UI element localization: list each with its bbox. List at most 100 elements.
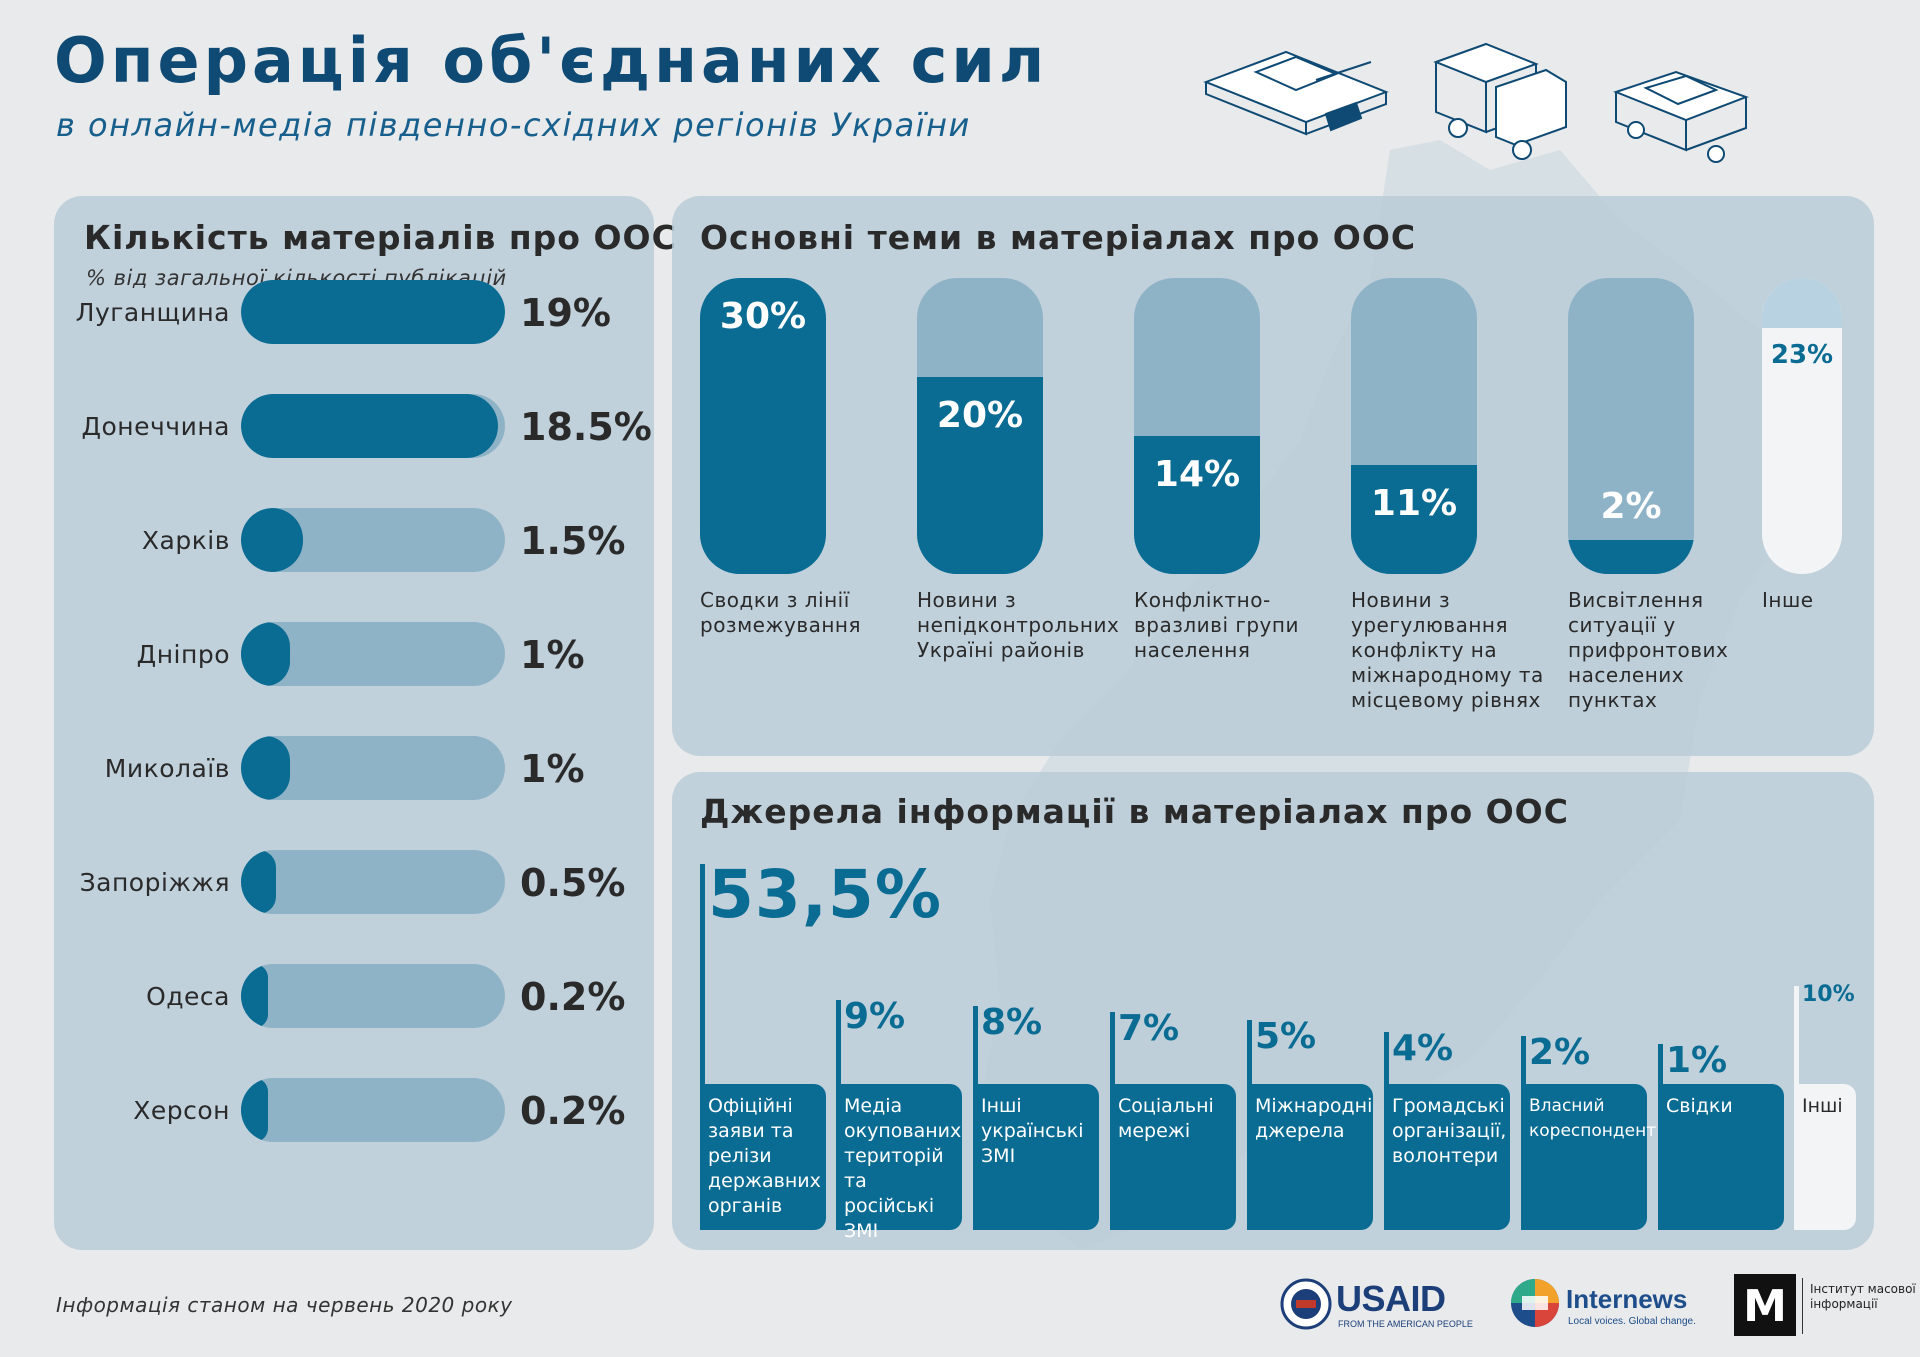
sources-panel: Джерела інформації в матеріалах про ООС … — [672, 772, 1874, 1250]
topics-panel: Основні теми в матеріалах про ООС 30% Сво… — [672, 196, 1874, 756]
region-row: Донеччина 18.5% — [54, 393, 654, 459]
region-name: Луганщина — [75, 298, 230, 327]
usaid-wordmark: USAID — [1336, 1278, 1446, 1319]
topic-bar-track: 30% — [700, 278, 826, 574]
imi-logo: М Інститут масової інформації — [1734, 1274, 1916, 1338]
region-bar — [241, 280, 505, 344]
region-bar — [241, 736, 290, 800]
region-name: Миколаїв — [104, 754, 230, 783]
topic-bar — [1351, 465, 1477, 574]
region-value: 0.2% — [520, 1089, 626, 1133]
source-bar-line — [1658, 1044, 1663, 1084]
source-value: 53,5% — [708, 856, 942, 933]
region-bar — [241, 394, 498, 458]
topic-bar — [700, 278, 826, 574]
source-value: 4% — [1392, 1028, 1454, 1069]
tank-icon — [1203, 50, 1389, 136]
region-name: Харків — [141, 526, 230, 555]
topic-bar-track: 14% — [1134, 278, 1260, 574]
region-row: Луганщина 19% — [54, 279, 654, 345]
region-value: 19% — [520, 291, 611, 335]
region-bar — [241, 850, 276, 914]
topic-bar — [917, 376, 1043, 574]
region-bar — [241, 508, 303, 572]
topic-label: Сводки з лінії розмежування — [700, 588, 862, 637]
source-label: Міжнародні джерела — [1247, 1084, 1373, 1230]
topic-value: 2% — [1600, 486, 1662, 527]
region-name: Одеса — [146, 982, 230, 1011]
region-row: Херсон 0.2% — [54, 1077, 654, 1143]
source-bar-line — [1521, 1036, 1526, 1084]
region-value: 0.5% — [520, 861, 626, 905]
region-value: 1% — [520, 633, 585, 677]
source-bar-line — [973, 1006, 978, 1084]
source-label: Власний кореспондент — [1521, 1084, 1656, 1230]
page-subtitle: в онлайн-медіа південно-східних регіонів… — [56, 106, 971, 144]
topic-bar-track: 20% — [917, 278, 1043, 574]
imi-name: Інститут масової інформації — [1810, 1282, 1916, 1311]
topic-value: 20% — [936, 394, 1024, 436]
region-row: Запоріжжя 0.5% — [54, 849, 654, 915]
source-label: Громадські організації, волонтери — [1384, 1084, 1510, 1230]
source-label: Медіа окупованих територій та російські … — [836, 1084, 962, 1242]
topic-bar — [1134, 435, 1260, 574]
internews-wordmark: Internews — [1566, 1284, 1688, 1314]
source-bar-line — [1247, 1020, 1252, 1084]
topic-bar-track: 23% — [1762, 278, 1842, 574]
source-value: 2% — [1529, 1032, 1591, 1073]
imi-divider — [1802, 1278, 1803, 1334]
region-name: Донеччина — [81, 412, 230, 441]
source-label: Соціальні мережі — [1110, 1084, 1236, 1230]
source-value: 7% — [1118, 1008, 1180, 1049]
topics-panel-title: Основні теми в матеріалах про ООС — [700, 218, 1417, 257]
region-row: Одеса 0.2% — [54, 963, 654, 1029]
region-value: 1% — [520, 747, 585, 791]
imi-mark: М — [1734, 1274, 1796, 1336]
topic-value: 14% — [1153, 453, 1241, 495]
vehicle-illustrations — [1203, 42, 1749, 163]
sources-panel-title: Джерела інформації в матеріалах про ООС — [700, 792, 1569, 831]
topic-bar — [1568, 540, 1694, 574]
armored-car-icon — [1613, 70, 1749, 163]
internews-tagline: Local voices. Global change. — [1568, 1316, 1696, 1327]
source-bar-line — [700, 864, 705, 1084]
usaid-seal-icon — [1280, 1278, 1332, 1330]
source-bar-line — [1110, 1012, 1115, 1084]
source-label: Інші українські ЗМІ — [973, 1084, 1099, 1230]
source-value: 5% — [1255, 1016, 1317, 1057]
source-label: Офіційні заяви та релізи державних орган… — [700, 1084, 826, 1230]
region-value: 1.5% — [520, 519, 626, 563]
region-row: Миколаїв 1% — [54, 735, 654, 801]
region-name: Запоріжжя — [79, 868, 230, 897]
region-name: Дніпро — [136, 640, 230, 669]
region-bar — [241, 964, 268, 1028]
source-bar-line — [1794, 986, 1799, 1084]
source-label: Свідки — [1658, 1084, 1784, 1230]
region-bar-track — [241, 508, 505, 572]
region-row: Харків 1.5% — [54, 507, 654, 573]
regions-panel-title: Кількість матеріалів про ООС — [84, 218, 677, 257]
topic-value: 30% — [719, 296, 807, 337]
topic-bar-track: 2% — [1568, 278, 1694, 574]
topic-value: 23% — [1770, 340, 1834, 370]
topic-bar — [1762, 278, 1842, 328]
region-row: Дніпро 1% — [54, 621, 654, 687]
source-value: 8% — [981, 1002, 1043, 1043]
region-value: 0.2% — [520, 975, 626, 1019]
regions-panel: Кількість матеріалів про ООС % від загал… — [54, 196, 676, 1250]
region-bar-track — [241, 736, 505, 800]
truck-icon — [1433, 42, 1567, 160]
region-bar-track — [241, 622, 505, 686]
region-bar — [241, 622, 290, 686]
topic-label: Конфліктно-вразливі групи населення — [1134, 588, 1299, 662]
topic-label: Висвітлення ситуації у прифронтових насе… — [1568, 588, 1729, 712]
region-bar-track — [241, 394, 505, 458]
region-bar-track — [241, 280, 505, 344]
page-title: Операція об'єднаних сил — [54, 24, 1049, 97]
region-bar-track — [241, 1078, 505, 1142]
region-value: 18.5% — [520, 405, 652, 449]
internews-globe-icon — [1511, 1279, 1559, 1327]
data-date-note: Інформація станом на червень 2020 року — [56, 1293, 513, 1317]
topic-label: Інше — [1762, 588, 1814, 612]
source-value: 1% — [1666, 1040, 1728, 1081]
